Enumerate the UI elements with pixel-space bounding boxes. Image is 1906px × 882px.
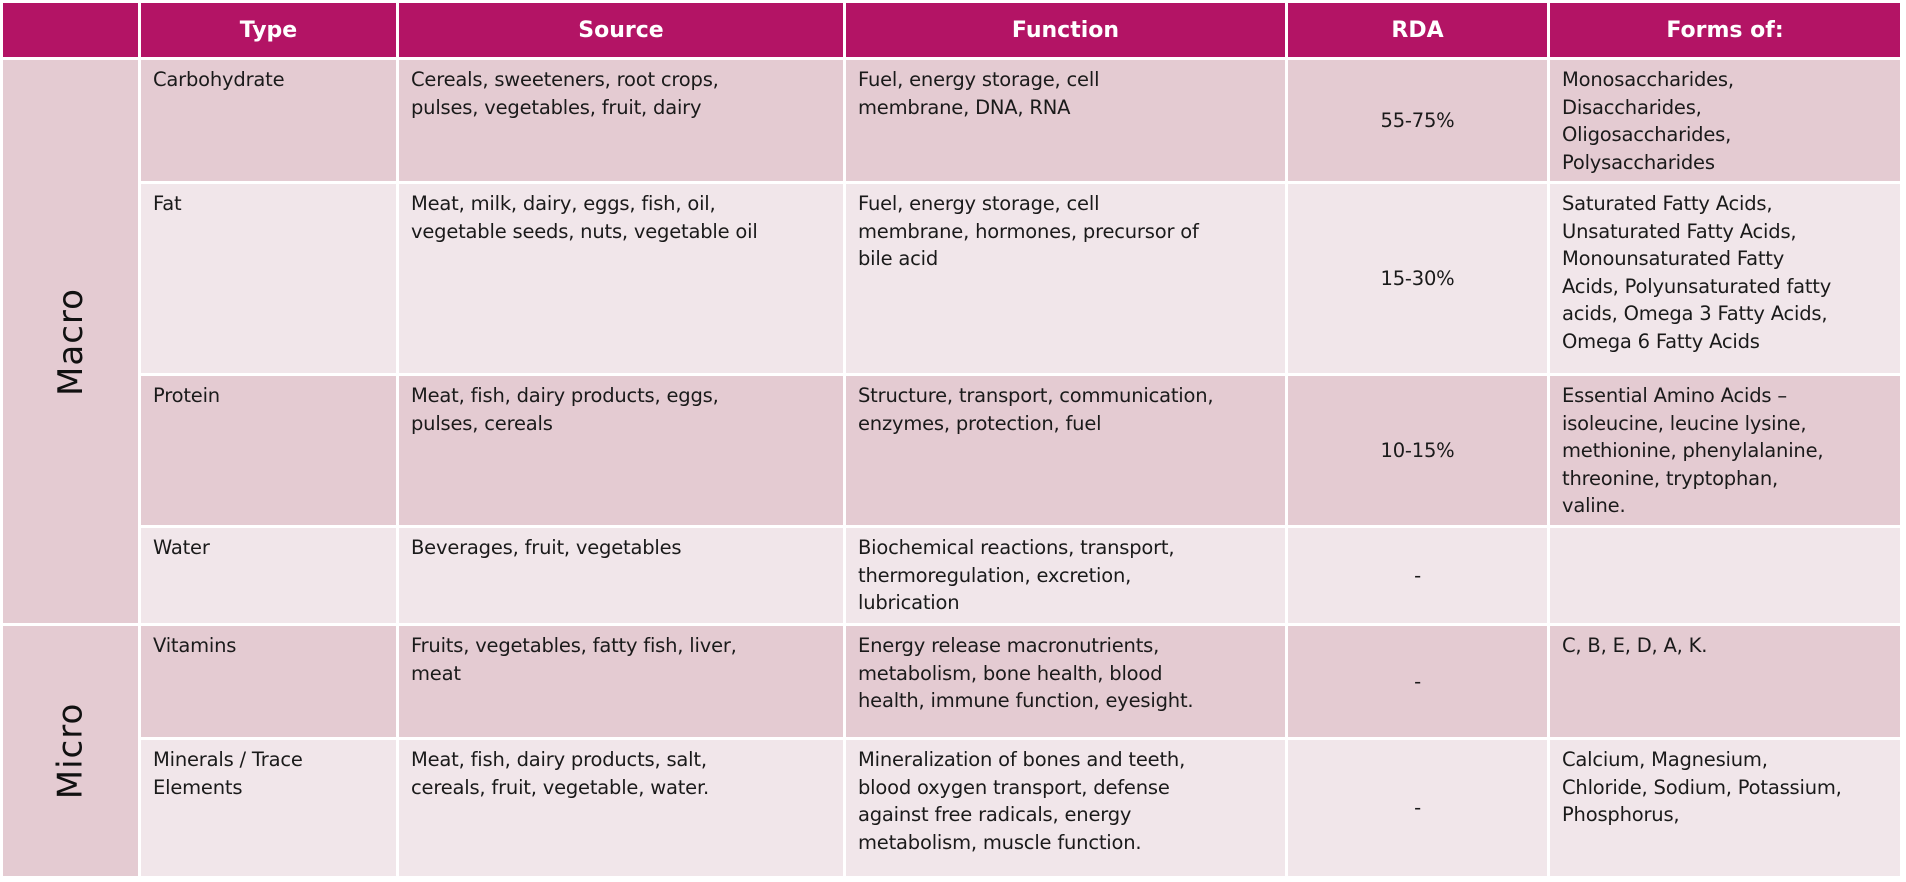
group-micro-label: Micro — [50, 702, 91, 800]
rda-value: 10-15% — [1380, 438, 1455, 462]
cell-type: Minerals / Trace Elements — [141, 740, 396, 876]
cell-source: Meat, milk, dairy, eggs, fish, oil, vege… — [399, 184, 843, 373]
rda-value: - — [1414, 669, 1421, 693]
header-forms: Forms of: — [1550, 3, 1900, 57]
rda-value: - — [1414, 563, 1421, 587]
header-source: Source — [399, 3, 843, 57]
cell-rda: 15-30% — [1288, 184, 1547, 373]
cell-type: Protein — [141, 376, 396, 525]
group-micro: Micro — [3, 626, 138, 876]
cell-forms: Saturated Fatty Acids, Unsaturated Fatty… — [1550, 184, 1900, 373]
cell-rda: 55-75% — [1288, 60, 1547, 181]
cell-type: Carbohydrate — [141, 60, 396, 181]
cell-forms: C, B, E, D, A, K. — [1550, 626, 1900, 737]
cell-function: Biochemical reactions, transport, thermo… — [846, 528, 1285, 623]
cell-source: Beverages, fruit, vegetables — [399, 528, 843, 623]
cell-source: Fruits, vegetables, fatty fish, liver, m… — [399, 626, 843, 737]
cell-forms — [1550, 528, 1900, 623]
cell-forms: Monosaccharides, Disaccharides, Oligosac… — [1550, 60, 1900, 181]
cell-function: Mineralization of bones and teeth, blood… — [846, 740, 1285, 876]
cell-rda: - — [1288, 740, 1547, 876]
header-function: Function — [846, 3, 1285, 57]
cell-forms: Essential Amino Acids – isoleucine, leuc… — [1550, 376, 1900, 525]
cell-source: Cereals, sweeteners, root crops, pulses,… — [399, 60, 843, 181]
header-type: Type — [141, 3, 396, 57]
group-macro: Macro — [3, 60, 138, 623]
rda-value: 15-30% — [1380, 266, 1455, 290]
cell-type: Fat — [141, 184, 396, 373]
cell-type: Water — [141, 528, 396, 623]
group-macro-label: Macro — [50, 287, 91, 396]
cell-type: Vitamins — [141, 626, 396, 737]
cell-forms: Calcium, Magnesium, Chloride, Sodium, Po… — [1550, 740, 1900, 876]
cell-function: Structure, transport, communication, enz… — [846, 376, 1285, 525]
header-blank-cell — [3, 3, 138, 57]
cell-source: Meat, fish, dairy products, eggs, pulses… — [399, 376, 843, 525]
cell-rda: - — [1288, 626, 1547, 737]
cell-function: Fuel, energy storage, cell membrane, DNA… — [846, 60, 1285, 181]
rda-value: 55-75% — [1380, 108, 1455, 132]
cell-function: Fuel, energy storage, cell membrane, hor… — [846, 184, 1285, 373]
cell-function: Energy release macronutrients, metabolis… — [846, 626, 1285, 737]
rda-value: - — [1414, 796, 1421, 820]
cell-rda: - — [1288, 528, 1547, 623]
header-rda: RDA — [1288, 3, 1547, 57]
cell-source: Meat, fish, dairy products, salt, cereal… — [399, 740, 843, 876]
nutrients-table: Type Source Function RDA Forms of: Macro… — [3, 3, 1900, 878]
cell-rda: 10-15% — [1288, 376, 1547, 525]
